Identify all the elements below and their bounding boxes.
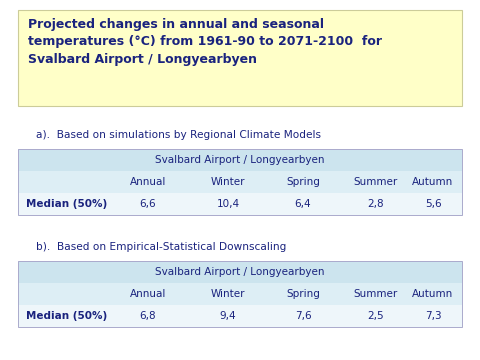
Text: Svalbard Airport / Longyearbyen: Svalbard Airport / Longyearbyen <box>155 267 325 277</box>
Text: b).  Based on Empirical-Statistical Downscaling: b). Based on Empirical-Statistical Downs… <box>36 242 287 252</box>
Bar <box>18 193 462 215</box>
Text: a).  Based on simulations by Regional Climate Models: a). Based on simulations by Regional Cli… <box>36 130 321 140</box>
Text: 10,4: 10,4 <box>216 199 240 209</box>
Bar <box>18 261 462 283</box>
Text: 2,5: 2,5 <box>368 311 384 321</box>
Text: Summer: Summer <box>354 177 398 187</box>
Text: Annual: Annual <box>130 177 166 187</box>
Bar <box>18 261 462 327</box>
FancyBboxPatch shape <box>18 10 462 106</box>
Text: Summer: Summer <box>354 289 398 299</box>
Bar <box>18 171 462 193</box>
Text: 7,6: 7,6 <box>295 311 312 321</box>
Text: Median (50%): Median (50%) <box>26 311 107 321</box>
Text: 7,3: 7,3 <box>425 311 441 321</box>
Bar <box>18 283 462 305</box>
Text: Winter: Winter <box>211 289 245 299</box>
Text: 6,6: 6,6 <box>140 199 156 209</box>
Text: Annual: Annual <box>130 289 166 299</box>
Text: 9,4: 9,4 <box>220 311 236 321</box>
Text: Projected changes in annual and seasonal
temperatures (°C) from 1961-90 to 2071-: Projected changes in annual and seasonal… <box>28 18 382 66</box>
Bar <box>18 305 462 327</box>
Text: 6,8: 6,8 <box>140 311 156 321</box>
Text: Winter: Winter <box>211 177 245 187</box>
Text: Spring: Spring <box>286 177 320 187</box>
Text: Spring: Spring <box>286 289 320 299</box>
Text: 2,8: 2,8 <box>368 199 384 209</box>
Text: Autumn: Autumn <box>412 177 454 187</box>
Text: 6,4: 6,4 <box>295 199 312 209</box>
Text: 5,6: 5,6 <box>425 199 441 209</box>
Text: Median (50%): Median (50%) <box>26 199 107 209</box>
Text: Svalbard Airport / Longyearbyen: Svalbard Airport / Longyearbyen <box>155 155 325 165</box>
Bar <box>18 149 462 171</box>
Text: Autumn: Autumn <box>412 289 454 299</box>
Bar <box>18 149 462 215</box>
